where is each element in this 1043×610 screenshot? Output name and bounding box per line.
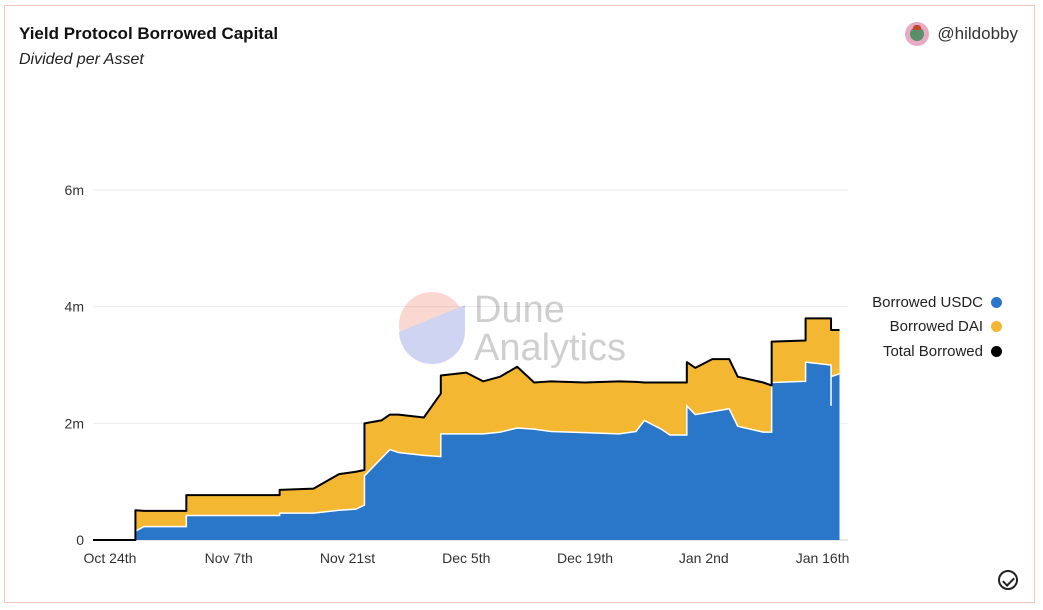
chart-subtitle: Divided per Asset <box>19 51 144 68</box>
line-total-borrowed <box>93 317 840 541</box>
legend-item-usdc[interactable]: Borrowed USDC <box>872 290 1002 315</box>
y-tick-label-0: 0 <box>76 532 84 548</box>
legend-label-total: Total Borrowed <box>882 342 983 360</box>
area-borrowed-dai <box>93 318 840 540</box>
author-link[interactable]: @hildobby <box>905 22 1018 46</box>
y-tick-label-3: 6m <box>65 182 84 198</box>
chart-legend: Borrowed USDC Borrowed DAI Total Borrowe… <box>872 290 1002 364</box>
y-tick-label-2: 4m <box>65 299 84 315</box>
legend-dot-usdc-icon <box>991 296 1002 308</box>
y-axis: 0 2m 4m 6m <box>65 182 85 548</box>
series-areas <box>93 317 840 541</box>
usdc-boundary-line <box>93 361 840 541</box>
chart-title: Yield Protocol Borrowed Capital <box>19 24 279 43</box>
legend-item-dai[interactable]: Borrowed DAI <box>872 315 1002 340</box>
avatar-icon <box>905 22 930 46</box>
legend-label-dai: Borrowed DAI <box>889 318 983 336</box>
x-tick-label-0: Oct 24th <box>84 550 137 566</box>
x-tick-label-3: Dec 5th <box>442 550 490 566</box>
legend-label-usdc: Borrowed USDC <box>872 293 983 311</box>
x-tick-label-5: Jan 2nd <box>679 550 729 566</box>
x-axis: Oct 24th Nov 7th Nov 21st Dec 5th Dec 19th Ja… <box>84 550 850 566</box>
x-tick-label-4: Dec 19th <box>557 550 613 566</box>
dune-watermark: Dune Analytics <box>399 289 626 369</box>
watermark-line2: Analytics <box>474 327 626 369</box>
author-name[interactable]: @hildobby <box>937 24 1018 43</box>
legend-dot-dai-icon <box>991 321 1002 333</box>
y-tick-label-1: 2m <box>65 415 84 431</box>
dune-logo-icon <box>399 292 465 358</box>
x-tick-label-1: Nov 7th <box>205 550 253 566</box>
dune-logo-shade <box>399 305 466 365</box>
legend-dot-total-icon <box>991 345 1002 357</box>
x-tick-label-6: Jan 16th <box>796 550 850 566</box>
legend-item-total[interactable]: Total Borrowed <box>872 339 1002 364</box>
area-borrowed-usdc <box>93 362 840 540</box>
watermark-line1: Dune <box>474 289 565 331</box>
check-circle-icon[interactable] <box>998 570 1018 590</box>
x-tick-label-2: Nov 21st <box>320 550 375 566</box>
